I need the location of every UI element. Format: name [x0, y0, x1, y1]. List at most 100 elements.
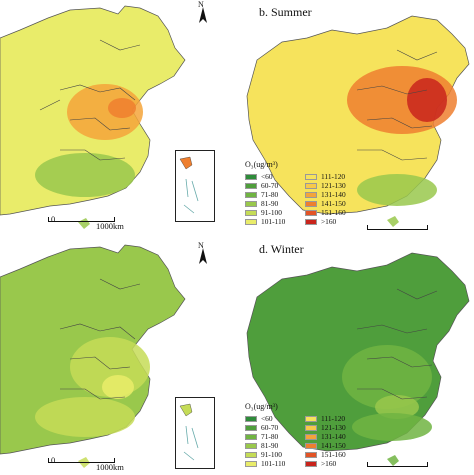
- legend-label: >160: [321, 459, 337, 468]
- scale-distance: 1000km: [96, 462, 124, 472]
- southern-region: [352, 413, 432, 441]
- legend-swatch: [305, 182, 317, 189]
- south-china-sea-inset: [175, 397, 215, 469]
- legend-label: 101-110: [261, 217, 286, 226]
- legend-label: 121-130: [321, 423, 346, 432]
- legend-item: 101-110: [245, 459, 305, 468]
- panel-a: N 0 1000km: [0, 0, 237, 237]
- legend-item: 81-90: [245, 441, 305, 450]
- legend-swatch: [305, 415, 317, 422]
- ozone-core: [407, 78, 447, 122]
- legend-swatch: [245, 460, 257, 467]
- legend-item: >160: [305, 217, 365, 226]
- legend-item: 71-80: [245, 190, 305, 199]
- map-winter: [246, 252, 470, 466]
- legend-swatch: [305, 433, 317, 440]
- panel-b: b. Summer O₃(ug/m³) <60 111-120 60-70 121-1…: [237, 0, 474, 237]
- legend-swatch: [305, 173, 317, 180]
- legend-item: 91-100: [245, 450, 305, 459]
- legend-swatch: [245, 218, 257, 225]
- legend-swatch: [245, 451, 257, 458]
- ozone-core: [108, 98, 136, 118]
- map-autumn: [0, 244, 186, 468]
- southern-region: [35, 397, 135, 437]
- panel-title-d: d. Winter: [259, 242, 304, 256]
- legend-swatch: [245, 415, 257, 422]
- legend-label: 111-120: [321, 172, 346, 181]
- scale-bar: [367, 459, 467, 475]
- scale-bar: 0 1000km: [48, 455, 148, 472]
- province-borders: [356, 49, 438, 161]
- legend-label: 141-150: [321, 441, 346, 450]
- legend-label: 151-160: [321, 450, 346, 459]
- south-china-sea-inset: [175, 150, 215, 222]
- legend-title: O₃(ug/m³): [245, 160, 278, 169]
- legend-item: 81-90: [245, 199, 305, 208]
- legend-item: 111-120: [305, 172, 365, 181]
- legend-label: 151-160: [321, 208, 346, 217]
- map-spring: [0, 5, 186, 229]
- province-borders: [39, 39, 141, 161]
- ozone-core: [102, 375, 134, 399]
- legend-swatch: [305, 209, 317, 216]
- legend-swatch: [245, 424, 257, 431]
- legend-title: O₃(ug/m³): [245, 402, 278, 411]
- legend-item: <60: [245, 414, 305, 423]
- scale-zero: 0: [51, 455, 56, 465]
- scale-bar: [367, 222, 467, 238]
- ozone-hotspot: [342, 345, 432, 409]
- legend-swatch: [245, 433, 257, 440]
- map-summer: [246, 15, 470, 227]
- hainan-island: [387, 216, 399, 227]
- scale-bar: 0 1000km: [48, 214, 148, 231]
- legend-label: 71-80: [261, 432, 279, 441]
- legend-item: 141-150: [305, 199, 365, 208]
- north-arrow: N: [195, 241, 211, 265]
- legend-swatch: [305, 460, 317, 467]
- legend-swatch: [245, 442, 257, 449]
- legend-label: <60: [261, 172, 273, 181]
- legend-label: 101-110: [261, 459, 286, 468]
- hainan-island: [387, 455, 399, 466]
- legend-item: 71-80: [245, 432, 305, 441]
- legend-label: 60-70: [261, 423, 279, 432]
- legend-label: >160: [321, 217, 337, 226]
- north-arrow: N: [195, 0, 211, 24]
- legend-item: 131-140: [305, 432, 365, 441]
- legend-swatch: [245, 182, 257, 189]
- legend-label: 121-130: [321, 181, 346, 190]
- legend-swatch: [305, 200, 317, 207]
- legend-item: 60-70: [245, 423, 305, 432]
- legend-label: 60-70: [261, 181, 279, 190]
- legend-label: 111-120: [321, 414, 346, 423]
- legend-label: 71-80: [261, 190, 279, 199]
- legend-bottom: O₃(ug/m³) <60 111-120 60-70 121-130 71-80 131…: [245, 402, 365, 468]
- legend-label: 131-140: [321, 190, 346, 199]
- legend-item: 111-120: [305, 414, 365, 423]
- legend-swatch: [305, 218, 317, 225]
- legend-swatch: [305, 191, 317, 198]
- legend-label: 131-140: [321, 432, 346, 441]
- legend-label: 141-150: [321, 199, 346, 208]
- panel-c: N 0 1000km: [0, 237, 237, 474]
- legend-item: 91-100: [245, 208, 305, 217]
- legend-label: 81-90: [261, 199, 279, 208]
- legend-item: 141-150: [305, 441, 365, 450]
- legend-swatch: [305, 442, 317, 449]
- legend-item: <60: [245, 172, 305, 181]
- scale-zero: 0: [51, 214, 56, 224]
- legend-item: 60-70: [245, 181, 305, 190]
- legend-swatch: [305, 451, 317, 458]
- legend-item: 151-160: [305, 450, 365, 459]
- legend-item: 101-110: [245, 217, 305, 226]
- panel-d: d. Winter O₃(ug/m³) <60 111-120 60-70 121-1…: [237, 237, 474, 474]
- hainan-island: [78, 218, 90, 229]
- panel-title-b: b. Summer: [259, 5, 312, 19]
- legend-swatch: [245, 209, 257, 216]
- southern-region: [35, 153, 135, 197]
- ozone-core: [375, 395, 419, 419]
- legend-label: 91-100: [261, 208, 282, 217]
- province-borders: [59, 278, 141, 400]
- legend-swatch: [245, 191, 257, 198]
- legend-item: 121-130: [305, 181, 365, 190]
